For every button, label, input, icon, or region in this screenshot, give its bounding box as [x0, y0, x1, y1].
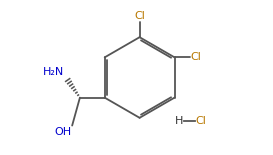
- Text: Cl: Cl: [134, 11, 145, 21]
- Text: Cl: Cl: [195, 116, 206, 126]
- Text: H₂N: H₂N: [43, 67, 64, 77]
- Text: OH: OH: [54, 127, 71, 137]
- Text: H: H: [175, 116, 183, 126]
- Text: Cl: Cl: [191, 52, 202, 62]
